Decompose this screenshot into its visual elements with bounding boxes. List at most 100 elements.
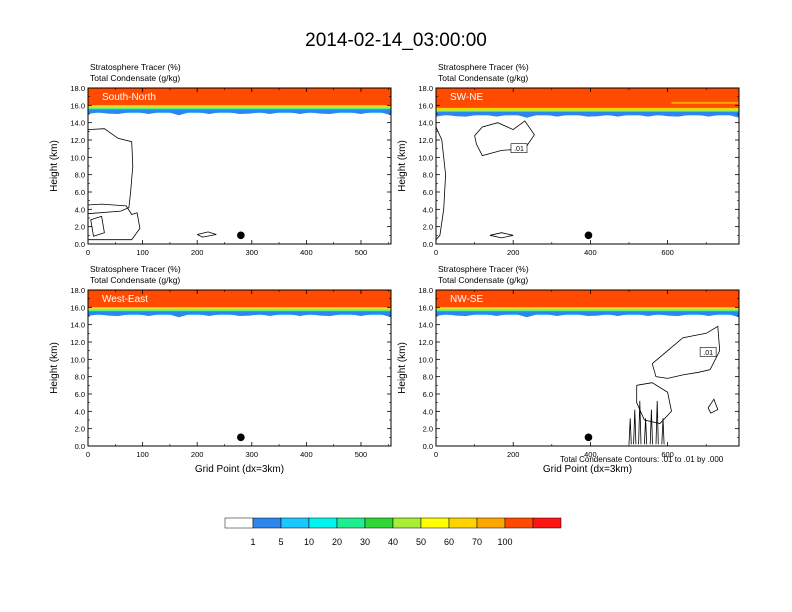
y-tick-label: 14.0 <box>70 321 85 330</box>
condensate-contour <box>474 120 535 157</box>
y-axis-label: Height (km) <box>49 140 60 192</box>
panel-name: West-East <box>102 294 148 305</box>
colorbar-label: 5 <box>278 537 283 547</box>
colorbar-label: 60 <box>444 537 454 547</box>
y-tick-label: 10.0 <box>418 355 433 364</box>
colorbar-swatch <box>252 517 282 529</box>
contour-label-box <box>510 143 528 153</box>
panel-name: SW-NE <box>450 92 483 103</box>
colorbar-label: 100 <box>497 537 512 547</box>
y-tick-label: 4.0 <box>423 205 433 214</box>
y-axis-label: Height (km) <box>49 342 60 394</box>
y-tick-label: 4.0 <box>423 407 433 416</box>
condensate-contour <box>661 418 665 445</box>
condensate-contour <box>649 409 653 445</box>
y-tick-label: 0.0 <box>75 240 85 249</box>
panel-sw-ne: Stratosphere Tracer (%)Total Condensate … <box>397 62 740 257</box>
tracer-band-30 <box>436 109 739 111</box>
location-marker <box>584 231 593 240</box>
y-tick-label: 12.0 <box>70 338 85 347</box>
condensate-contour <box>87 203 141 241</box>
tracer-band-5 <box>88 109 391 116</box>
y-tick-label: 0.0 <box>75 442 85 451</box>
colorbar-swatch <box>308 517 338 529</box>
y-tick-label: 4.0 <box>75 407 85 416</box>
y-tick-label: 18.0 <box>70 286 85 295</box>
subtitle-condensate: Total Condensate (g/kg) <box>438 275 528 285</box>
y-tick-label: 18.0 <box>418 286 433 295</box>
y-tick-label: 8.0 <box>423 373 433 382</box>
condensate-contour <box>707 398 719 414</box>
colorbar-label: 1 <box>250 537 255 547</box>
colorbar-label: 40 <box>388 537 398 547</box>
tracer-band-20 <box>88 310 391 312</box>
x-tick-label: 600 <box>661 248 674 257</box>
subtitle-tracer: Stratosphere Tracer (%) <box>90 62 181 72</box>
subtitle-condensate: Total Condensate (g/kg) <box>438 73 528 83</box>
tracer-band-70 <box>88 290 391 308</box>
tracer-band-30 <box>436 308 739 311</box>
tracer-band-50 <box>436 307 739 309</box>
tracer-band-50 <box>88 307 391 309</box>
colorbar-swatch <box>532 517 562 529</box>
y-tick-label: 8.0 <box>75 373 85 382</box>
colorbar-swatch <box>392 517 422 529</box>
y-tick-label: 14.0 <box>418 119 433 128</box>
y-tick-label: 8.0 <box>423 171 433 180</box>
y-tick-label: 18.0 <box>418 84 433 93</box>
y-tick-label: 0.0 <box>423 240 433 249</box>
y-axis-label: Height (km) <box>397 140 408 192</box>
colorbar-swatch <box>504 517 534 529</box>
y-tick-label: 8.0 <box>75 171 85 180</box>
x-tick-label: 300 <box>246 450 259 459</box>
y-tick-label: 12.0 <box>418 136 433 145</box>
colorbar-swatch <box>420 517 450 529</box>
condensate-contour <box>90 215 105 237</box>
panel-name: NW-SE <box>450 294 483 305</box>
y-tick-label: 12.0 <box>70 136 85 145</box>
subtitle-tracer: Stratosphere Tracer (%) <box>438 264 529 274</box>
tracer-band-50 <box>88 105 391 107</box>
subtitle-condensate: Total Condensate (g/kg) <box>90 73 180 83</box>
tracer-band-30 <box>88 308 391 311</box>
x-tick-label: 100 <box>136 450 149 459</box>
contour-label: .01 <box>703 350 713 357</box>
x-tick-label: 400 <box>300 450 313 459</box>
tracer-step-edge <box>671 101 739 104</box>
tracer-band-70 <box>88 88 391 106</box>
subtitle-condensate: Total Condensate (g/kg) <box>90 275 180 285</box>
tracer-band-5 <box>436 311 739 318</box>
y-tick-label: 2.0 <box>75 425 85 434</box>
y-tick-label: 6.0 <box>423 188 433 197</box>
subtitle-tracer: Stratosphere Tracer (%) <box>90 264 181 274</box>
y-tick-label: 16.0 <box>70 303 85 312</box>
x-tick-label: 100 <box>136 248 149 257</box>
condensate-contour <box>644 418 648 445</box>
y-tick-label: 12.0 <box>418 338 433 347</box>
condensate-contour <box>435 126 447 240</box>
x-tick-label: 200 <box>191 248 204 257</box>
x-tick-label: 500 <box>355 450 368 459</box>
subtitle-tracer: Stratosphere Tracer (%) <box>438 62 529 72</box>
x-tick-label: 0 <box>434 248 438 257</box>
x-tick-label: 400 <box>300 248 313 257</box>
x-tick-label: 300 <box>246 248 259 257</box>
condensate-contour <box>628 418 632 445</box>
y-tick-label: 6.0 <box>75 390 85 399</box>
location-marker <box>237 231 245 240</box>
colorbar-swatch <box>448 517 478 529</box>
colorbar-swatch <box>280 517 310 529</box>
location-marker <box>584 433 593 442</box>
y-tick-label: 14.0 <box>418 321 433 330</box>
x-axis-label: Grid Point (dx=3km) <box>195 464 284 475</box>
condensate-contour <box>633 409 637 445</box>
contour-footnote: Total Condensate Contours: .01 to .01 by… <box>560 455 724 464</box>
tracer-band-5 <box>436 112 739 118</box>
page-title: 2014-02-14_03:00:00 <box>305 30 487 51</box>
y-tick-label: 4.0 <box>75 205 85 214</box>
tracer-step <box>671 88 739 102</box>
tracer-band-20 <box>436 110 739 113</box>
colorbar-label: 20 <box>332 537 342 547</box>
panel-west-east: Stratosphere Tracer (%)Total Condensate … <box>49 264 392 475</box>
contour-label: .01 <box>514 146 524 153</box>
